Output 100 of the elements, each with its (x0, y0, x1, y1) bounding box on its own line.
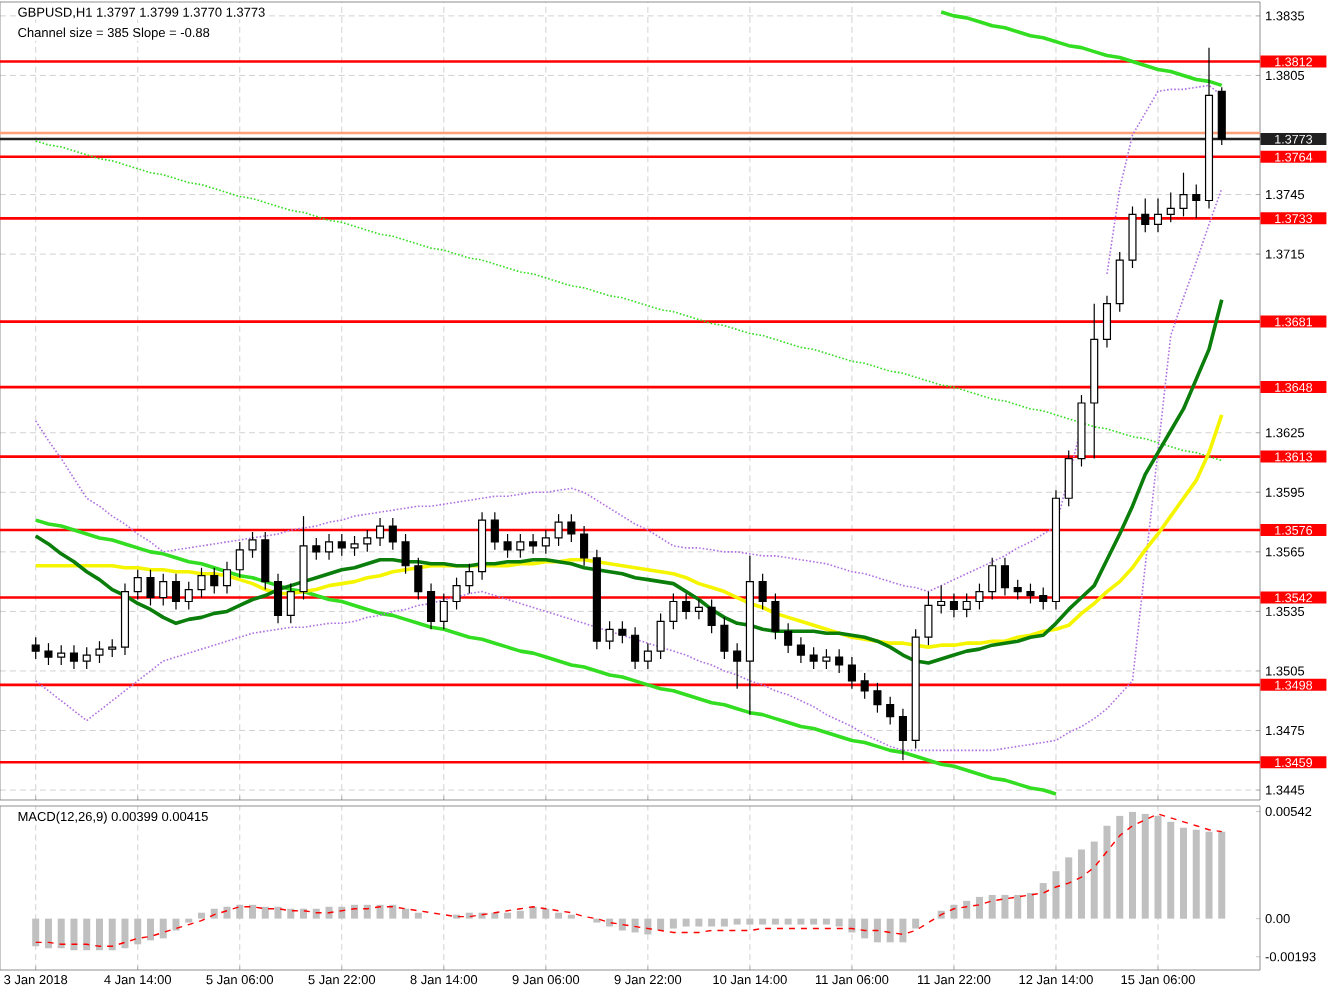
bar (465, 912, 473, 919)
bar (708, 918, 716, 927)
bar (312, 908, 320, 919)
bar (899, 918, 907, 943)
bar (287, 908, 295, 919)
candlestick (847, 656, 856, 690)
bar (784, 918, 792, 925)
candlestick (299, 515, 308, 601)
bar (797, 918, 805, 925)
candlestick (758, 573, 767, 611)
bar (746, 918, 754, 925)
bar (861, 918, 869, 939)
bar (733, 918, 741, 925)
candlestick (414, 557, 423, 601)
bar (516, 910, 524, 919)
candlestick (1102, 295, 1112, 348)
candlestick (669, 592, 678, 630)
bar (720, 918, 728, 927)
candlestick (82, 646, 91, 670)
candlestick (146, 569, 155, 607)
bar (912, 918, 920, 929)
bar (1141, 813, 1149, 919)
bar (1026, 892, 1034, 919)
candlestick (682, 592, 691, 620)
bar (121, 918, 129, 949)
candlestick (567, 513, 576, 543)
candlestick (401, 533, 410, 575)
candlestick (427, 583, 436, 630)
candlestick (490, 511, 499, 551)
bar (1014, 894, 1022, 919)
candlestick (541, 529, 550, 555)
bar (491, 912, 499, 919)
bar (988, 894, 996, 919)
candlestick (1179, 172, 1188, 217)
candlestick (809, 646, 818, 670)
candlestick (363, 529, 372, 553)
bar (835, 918, 843, 927)
bar (759, 918, 767, 925)
candlestick (771, 592, 780, 640)
candlestick (529, 533, 538, 555)
bar (810, 918, 818, 925)
candlestick (503, 533, 512, 559)
bar (1039, 883, 1047, 919)
candlestick (873, 682, 882, 714)
candlestick (350, 535, 359, 557)
candlestick (656, 612, 665, 660)
bar (351, 904, 359, 919)
bar (363, 904, 371, 919)
bar (210, 908, 218, 919)
candlestick (835, 648, 844, 674)
bar (529, 906, 537, 919)
bar (389, 904, 397, 919)
bar (1077, 849, 1085, 919)
bar (249, 904, 257, 919)
candlestick (949, 592, 958, 618)
candlestick (57, 644, 66, 666)
bar (669, 918, 677, 929)
candlestick (69, 644, 79, 670)
candlestick (286, 583, 295, 624)
bar (1179, 827, 1188, 919)
bar (134, 918, 142, 945)
bar (657, 918, 665, 931)
bar (1001, 894, 1009, 919)
candlestick (388, 517, 397, 551)
bar (1103, 825, 1111, 919)
bar (325, 906, 333, 919)
candlestick (184, 581, 193, 611)
candlestick (439, 592, 448, 630)
candlestick (631, 626, 640, 670)
candlestick (988, 557, 997, 601)
bar (146, 918, 154, 941)
candlestick (337, 533, 346, 557)
candlestick (975, 583, 984, 611)
bar (70, 918, 78, 951)
bar (1218, 831, 1226, 919)
candlestick (886, 696, 895, 726)
bar (223, 906, 231, 919)
bar (886, 918, 894, 943)
candlestick (171, 573, 181, 611)
bar (402, 908, 410, 919)
candlestick (465, 563, 474, 595)
candlestick (694, 598, 703, 620)
candlestick (860, 672, 869, 700)
candlestick (822, 648, 831, 670)
candlestick (95, 640, 104, 664)
candlestick (707, 598, 716, 634)
bar (1192, 829, 1200, 919)
bar (542, 908, 550, 919)
candlestick (516, 533, 525, 559)
candlestick (44, 642, 53, 666)
candlestick (273, 573, 283, 624)
bar (338, 906, 346, 919)
bar (682, 918, 690, 927)
bar (822, 918, 830, 925)
bar (1167, 821, 1175, 919)
bar (504, 912, 512, 919)
bar (1065, 857, 1073, 919)
candlestick (1064, 450, 1073, 507)
candlestick (133, 569, 142, 601)
candlestick (1039, 586, 1048, 611)
